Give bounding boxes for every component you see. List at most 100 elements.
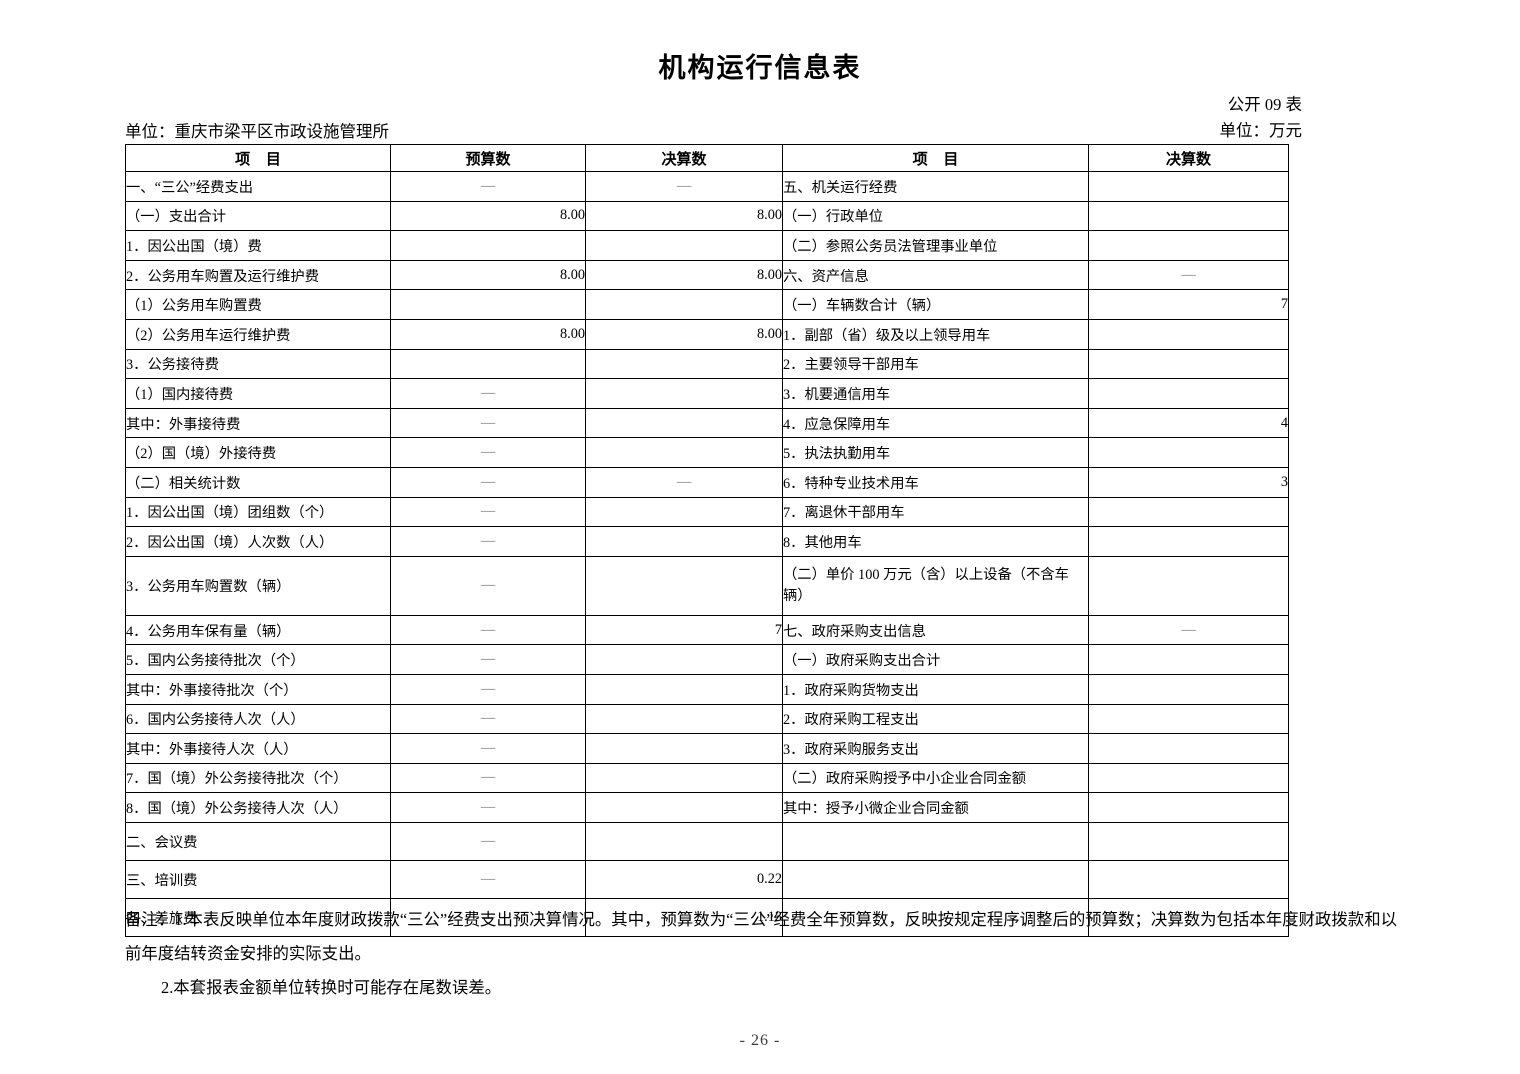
cell-budget: —	[390, 762, 586, 794]
table-row: 7．国（境）外公务接待批次（个） — （二）政府采购授予中小企业合同金额	[125, 762, 1289, 794]
column-header-label: 决算数	[661, 151, 707, 168]
row-label-right: 六、资产信息	[782, 259, 1089, 291]
row-label-left: （2）公务用车运行维护费	[125, 318, 391, 350]
cell-final: 8.00	[585, 259, 783, 291]
cell-budget: —	[390, 792, 586, 823]
cell-budget: 8.00	[390, 318, 586, 350]
row-label-right: 七、政府采购支出信息	[782, 614, 1089, 646]
note-line-2: 2.本套报表金额单位转换时可能存在尾数误差。	[161, 978, 502, 997]
cell-right-final: —	[1088, 614, 1289, 646]
table-row: 2．因公出国（境）人次数（人） — 8．其他用车	[125, 526, 1289, 557]
header-final: 决算数	[585, 144, 783, 172]
cell-right-final	[1088, 897, 1289, 937]
row-label: 5．执法执勤用车	[783, 446, 891, 463]
row-label: 3．政府采购服务支出	[783, 741, 919, 758]
cell-budget: —	[390, 733, 586, 764]
row-label-right: 其中：授予小微企业合同金额	[782, 792, 1089, 823]
row-label: （一）行政单位	[783, 209, 884, 226]
row-label-left: 3．公务接待费	[125, 348, 391, 380]
row-label: 8．其他用车	[783, 534, 862, 551]
cell-right-final: 7	[1088, 289, 1289, 320]
row-label: 1．因公出国（境）费	[126, 238, 262, 255]
cell-value: —	[480, 710, 496, 727]
cell-value: —	[1181, 266, 1196, 283]
row-label-right: 7．离退休干部用车	[782, 496, 1089, 528]
cell-final	[585, 289, 783, 320]
row-label-left: 二、会议费	[125, 821, 391, 861]
row-label-right: 1．政府采购货物支出	[782, 673, 1089, 705]
table-row: 其中：外事接待费 — 4．应急保障用车 4	[125, 407, 1289, 439]
cell-value: —	[480, 503, 496, 520]
cell-value: —	[480, 532, 496, 549]
row-label: 其中：外事接待费	[126, 416, 241, 433]
cell-value: 8.00	[559, 266, 585, 283]
cell-right-final	[1088, 673, 1289, 705]
cell-right-final	[1088, 318, 1289, 350]
form-code: 公开 09 表	[1227, 95, 1302, 114]
cell-value: 8.00	[756, 325, 782, 342]
cell-value: 8.00	[559, 207, 585, 224]
table-row: 4．公务用车保有量（辆） — 7 七、政府采购支出信息 —	[125, 614, 1289, 646]
row-label-right: 1．副部（省）级及以上领导用车	[782, 318, 1089, 350]
row-label: 2．政府采购工程支出	[783, 712, 919, 729]
cell-value: —	[480, 908, 496, 925]
cell-value: —	[480, 769, 496, 786]
table-row: 6．国内公务接待人次（人） — 2．政府采购工程支出	[125, 703, 1289, 735]
row-label: 二、会议费	[126, 834, 198, 851]
row-label: 四、差旅费	[126, 910, 198, 927]
row-label-right: （一）行政单位	[782, 200, 1089, 232]
row-label: 3．公务用车购置数（辆）	[126, 579, 291, 596]
table-row: 一、“三公”经费支出 — — 五、机关运行经费	[125, 171, 1289, 202]
row-label: 2．因公出国（境）人次数（人）	[126, 534, 334, 551]
header-left-item: 项 目	[125, 144, 391, 172]
cell-budget: —	[390, 526, 586, 557]
row-label: 六、资产信息	[783, 268, 869, 285]
row-label-right: 8．其他用车	[782, 526, 1089, 557]
cell-final	[585, 792, 783, 823]
row-label-right	[782, 859, 1089, 899]
table-row: 3．公务接待费 2．主要领导干部用车	[125, 348, 1289, 380]
cell-final	[585, 703, 783, 735]
table-row: 其中：外事接待人次（人） — 3．政府采购服务支出	[125, 733, 1289, 764]
row-label-left: 7．国（境）外公务接待批次（个）	[125, 762, 391, 794]
cell-value: —	[676, 473, 692, 490]
cell-budget: —	[390, 496, 586, 528]
row-label-left: 其中：外事接待批次（个）	[125, 673, 391, 705]
row-label: （1）公务用车购置费	[126, 298, 262, 315]
row-label-left: （一）支出合计	[125, 200, 391, 232]
row-label-left: （1）国内接待费	[125, 378, 391, 409]
cell-budget: —	[390, 555, 586, 616]
cell-budget: 8.00	[390, 259, 586, 291]
cell-final	[585, 437, 783, 468]
cell-final: —	[585, 466, 783, 498]
row-label: 其中：外事接待人次（人）	[126, 741, 298, 758]
cell-value: —	[1181, 621, 1196, 638]
cell-final	[585, 348, 783, 380]
cell-value: —	[480, 621, 496, 638]
row-label-right: （一）车辆数合计（辆）	[782, 289, 1089, 320]
table-row: （2）国（境）外接待费 — 5．执法执勤用车	[125, 437, 1289, 468]
row-label: （二）政府采购授予中小企业合同金额	[783, 771, 1027, 788]
row-label: （2）公务用车运行维护费	[126, 327, 291, 344]
cell-final	[585, 496, 783, 528]
row-label: （一）车辆数合计（辆）	[783, 298, 941, 315]
row-label-left: 5．国内公务接待批次（个）	[125, 644, 391, 675]
row-label-left: 3．公务用车购置数（辆）	[125, 555, 391, 616]
cell-final	[585, 762, 783, 794]
cell-value: —	[480, 739, 496, 756]
table-row: （1）公务用车购置费 （一）车辆数合计（辆） 7	[125, 289, 1289, 320]
cell-budget	[390, 230, 586, 261]
column-header-label: 项 目	[912, 151, 965, 168]
row-label: 2．主要领导干部用车	[783, 357, 919, 374]
cell-value: —	[480, 444, 496, 461]
row-label: （2）国（境）外接待费	[126, 446, 277, 463]
row-label: 7．离退休干部用车	[783, 505, 905, 522]
cell-final	[585, 673, 783, 705]
cell-final: 0.22	[585, 859, 783, 899]
row-label-left: 2．公务用车购置及运行维护费	[125, 259, 391, 291]
column-header-label: 项 目	[235, 151, 287, 168]
cell-right-final	[1088, 703, 1289, 735]
row-label: （二）参照公务员法管理事业单位	[783, 238, 998, 255]
row-label: 4．公务用车保有量（辆）	[126, 623, 291, 640]
